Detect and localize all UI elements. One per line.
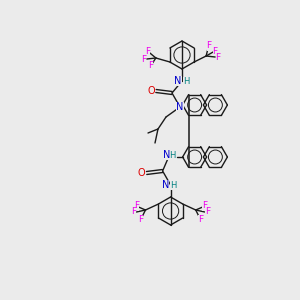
Text: F: F [148, 61, 153, 70]
Text: F: F [205, 208, 210, 217]
Text: F: F [138, 214, 143, 224]
Text: H: H [170, 181, 177, 190]
Text: F: F [216, 52, 221, 62]
Text: N: N [176, 102, 184, 112]
Text: N: N [163, 150, 170, 160]
Text: O: O [138, 168, 146, 178]
Text: H: H [169, 151, 176, 160]
Text: O: O [147, 86, 155, 96]
Text: F: F [198, 214, 203, 224]
Text: F: F [141, 55, 146, 64]
Text: F: F [131, 208, 136, 217]
Text: F: F [145, 47, 150, 56]
Text: F: F [207, 41, 212, 50]
Text: F: F [202, 202, 207, 211]
Text: N: N [174, 76, 182, 86]
Text: N: N [162, 180, 169, 190]
Text: F: F [213, 46, 218, 56]
Text: H: H [183, 76, 189, 85]
Text: F: F [134, 202, 139, 211]
